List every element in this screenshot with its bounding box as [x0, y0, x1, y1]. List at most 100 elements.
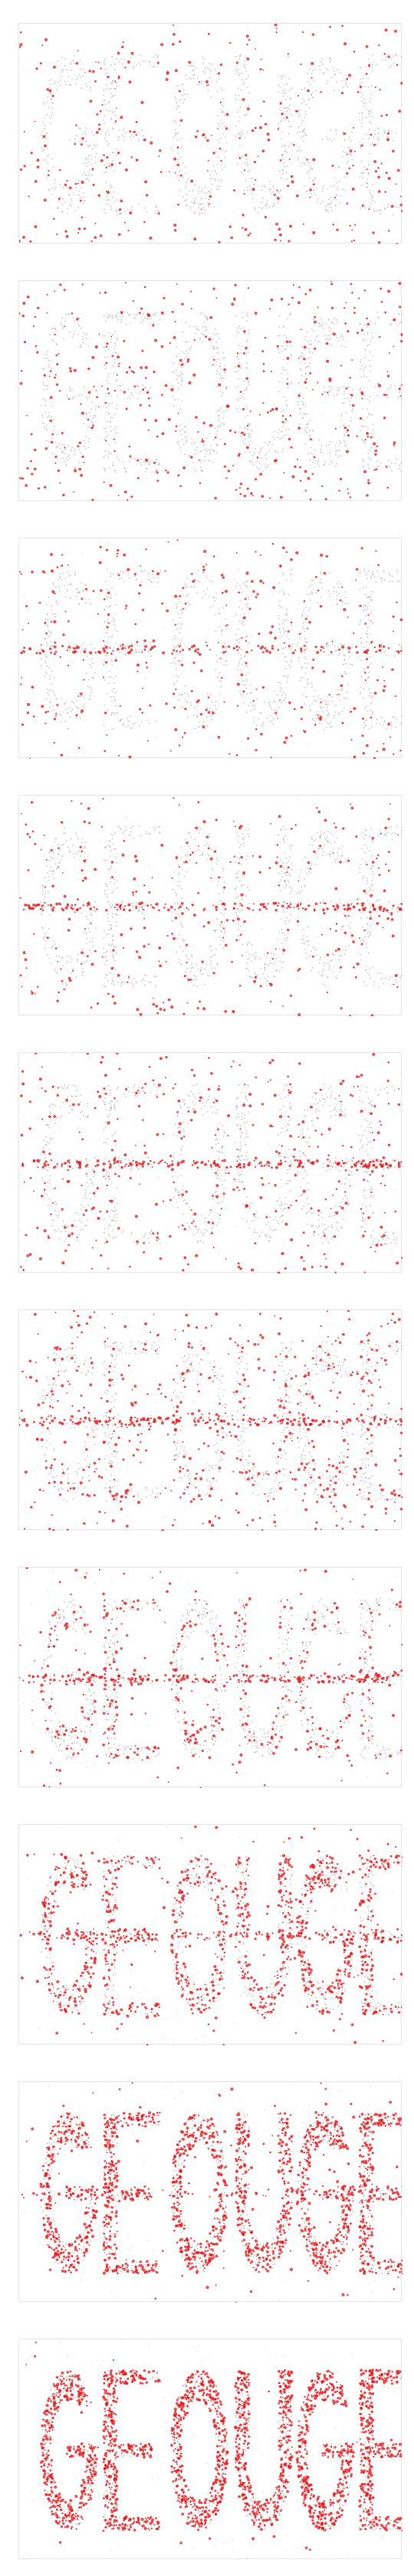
grey-point: [90, 89, 91, 90]
red-point: [271, 407, 274, 411]
grey-point: [279, 629, 281, 630]
grey-point: [237, 629, 239, 630]
grey-point: [51, 102, 53, 104]
grey-point: [250, 701, 252, 704]
red-point: [386, 138, 389, 142]
grey-point: [178, 676, 179, 678]
red-point: [300, 329, 302, 331]
grey-point: [398, 395, 400, 397]
grey-point: [281, 138, 283, 140]
grey-point: [309, 607, 311, 609]
red-point: [353, 51, 356, 53]
grey-point: [271, 205, 274, 208]
grey-point: [281, 589, 284, 591]
grey-point: [41, 927, 43, 929]
red-point: [217, 72, 221, 75]
grey-point: [118, 129, 120, 131]
grey-point: [237, 411, 239, 414]
grey-point: [89, 663, 91, 665]
red-point: [153, 645, 156, 648]
red-point: [201, 440, 205, 443]
red-point: [320, 649, 322, 652]
red-point: [338, 489, 340, 492]
grey-point: [209, 77, 211, 79]
grey-point: [373, 436, 374, 437]
grey-point: [186, 855, 188, 858]
grey-point: [282, 423, 284, 424]
grey-point: [331, 462, 334, 463]
grey-point: [374, 129, 376, 132]
red-point: [236, 682, 240, 686]
grey-point: [150, 580, 153, 583]
red-point: [49, 370, 52, 373]
grey-point: [190, 704, 192, 706]
grey-point: [238, 664, 240, 666]
grey-point: [365, 349, 366, 351]
grey-point: [84, 708, 85, 710]
grey-point: [103, 663, 105, 665]
red-point: [281, 113, 284, 116]
grey-point: [142, 978, 144, 980]
red-point: [255, 596, 258, 599]
grey-point: [49, 645, 51, 647]
grey-point: [329, 57, 331, 59]
grey-point: [130, 727, 132, 730]
grey-point: [112, 352, 114, 354]
grey-point: [301, 120, 304, 122]
grey-point: [251, 976, 253, 979]
red-point: [313, 183, 315, 186]
grey-point: [49, 87, 51, 89]
grey-point: [244, 332, 246, 335]
grey-point: [334, 711, 337, 714]
grey-point: [203, 322, 205, 324]
grey-point: [147, 719, 149, 721]
red-point: [309, 372, 312, 374]
grey-point: [238, 132, 240, 135]
red-point: [259, 554, 261, 557]
red-point: [396, 601, 398, 603]
grey-point: [369, 633, 371, 635]
grey-point: [179, 616, 181, 619]
grey-point: [115, 603, 117, 606]
grey-point: [365, 605, 366, 606]
grey-point: [284, 646, 287, 649]
grey-point: [77, 953, 79, 956]
grey-point: [123, 829, 126, 832]
grey-point: [197, 570, 199, 572]
grey-point: [373, 575, 376, 577]
grey-point: [314, 194, 317, 196]
grey-point: [277, 431, 279, 433]
red-point: [375, 468, 378, 471]
grey-point: [181, 590, 183, 592]
grey-point: [274, 961, 277, 963]
grey-point: [216, 185, 219, 188]
grey-point: [321, 190, 324, 192]
grey-point: [260, 724, 262, 727]
red-point: [377, 240, 381, 244]
grey-point: [241, 72, 243, 74]
grey-point: [136, 397, 139, 400]
grey-point: [155, 54, 157, 56]
grey-point: [324, 956, 326, 958]
grey-point: [305, 667, 307, 669]
grey-point: [239, 426, 242, 428]
grey-point: [85, 337, 87, 339]
grey-point: [186, 577, 188, 579]
grey-point: [352, 408, 353, 410]
grey-point: [330, 201, 333, 203]
red-point: [288, 701, 291, 704]
red-point: [354, 224, 356, 226]
grey-point: [370, 189, 371, 191]
red-point: [396, 650, 398, 652]
grey-point: [291, 113, 293, 116]
red-point: [160, 43, 164, 47]
grey-point: [319, 957, 321, 959]
red-point: [80, 143, 83, 146]
grey-point: [182, 362, 185, 364]
red-point: [225, 387, 228, 389]
grey-point: [107, 619, 109, 620]
grey-point: [246, 693, 248, 695]
red-point: [178, 90, 181, 93]
grey-point: [83, 423, 84, 425]
grey-point: [202, 470, 204, 472]
